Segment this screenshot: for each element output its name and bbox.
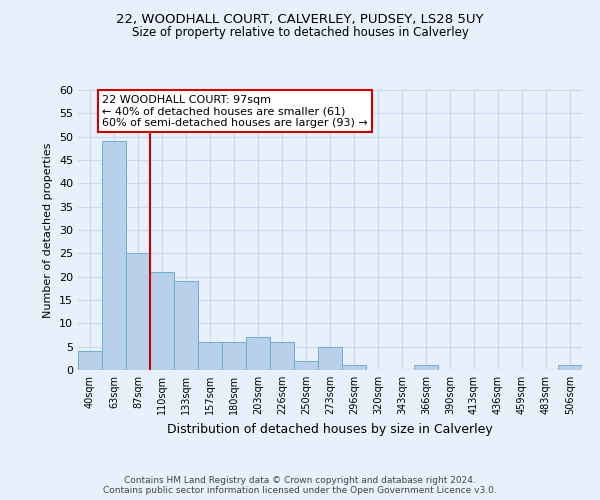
Bar — [558, 366, 582, 370]
Bar — [198, 342, 222, 370]
Text: 22 WOODHALL COURT: 97sqm
← 40% of detached houses are smaller (61)
60% of semi-d: 22 WOODHALL COURT: 97sqm ← 40% of detach… — [102, 94, 368, 128]
Bar — [174, 282, 198, 370]
Bar — [150, 272, 174, 370]
Bar — [318, 346, 342, 370]
Y-axis label: Number of detached properties: Number of detached properties — [43, 142, 53, 318]
Bar — [414, 366, 438, 370]
Bar — [246, 338, 270, 370]
Bar — [294, 360, 318, 370]
Bar — [342, 366, 366, 370]
Text: 22, WOODHALL COURT, CALVERLEY, PUDSEY, LS28 5UY: 22, WOODHALL COURT, CALVERLEY, PUDSEY, L… — [116, 12, 484, 26]
Bar — [270, 342, 294, 370]
Bar — [102, 142, 126, 370]
Text: Size of property relative to detached houses in Calverley: Size of property relative to detached ho… — [131, 26, 469, 39]
Bar — [126, 254, 150, 370]
X-axis label: Distribution of detached houses by size in Calverley: Distribution of detached houses by size … — [167, 422, 493, 436]
Bar — [222, 342, 246, 370]
Bar — [78, 352, 102, 370]
Text: Contains HM Land Registry data © Crown copyright and database right 2024.
Contai: Contains HM Land Registry data © Crown c… — [103, 476, 497, 495]
